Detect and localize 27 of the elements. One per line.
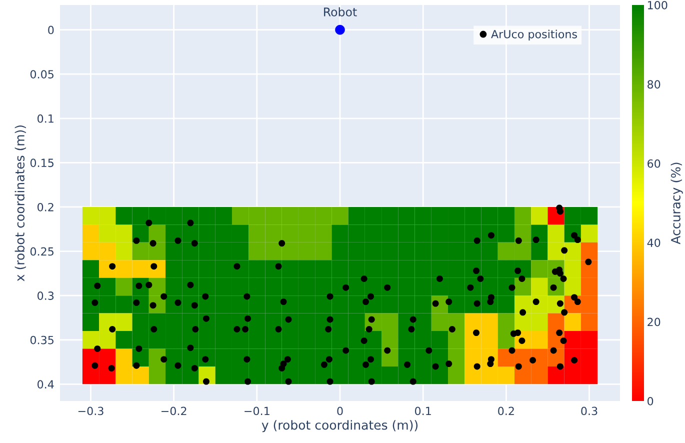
color-bar-label: 60 — [648, 159, 660, 168]
y-tick-label: 0 — [48, 26, 54, 34]
y-tick-label: 0.15 — [30, 158, 54, 168]
x-tick-label: −0.3 — [78, 406, 104, 416]
y-tick-label: 0.1 — [38, 114, 54, 123]
color-bar-label: 80 — [648, 80, 660, 89]
color-bar-title: Accuracy (%) — [670, 162, 683, 244]
y-axis-title: x (robot coordinates (m)) — [14, 125, 26, 282]
x-axis-title: y (robot coordinates (m)) — [262, 420, 418, 432]
color-bar-label: 100 — [648, 0, 668, 10]
y-tick-label: 0.4 — [38, 380, 54, 389]
color-bar-label: 40 — [647, 238, 660, 247]
x-tick-label: 0.2 — [498, 406, 514, 416]
annotation: Robot — [324, 7, 357, 16]
x-tick-label: 0 — [337, 406, 343, 416]
y-tick-label: 0.35 — [30, 336, 54, 344]
x-tick-label: −0.2 — [162, 406, 186, 416]
x-tick-label: 0.1 — [414, 406, 431, 416]
x-tick-label: 0.3 — [581, 406, 598, 416]
y-tick-label: 0.2 — [38, 202, 54, 212]
color-bar-label: 0 — [648, 396, 654, 406]
color-bar-label: 20 — [648, 318, 660, 326]
legend-label: ArUco positions — [491, 30, 577, 40]
y-tick-label: 0.25 — [30, 247, 54, 256]
y-tick-label: 0.05 — [30, 70, 54, 78]
x-tick-label: −0.1 — [244, 406, 270, 416]
y-tick-label: 0.3 — [38, 292, 54, 300]
